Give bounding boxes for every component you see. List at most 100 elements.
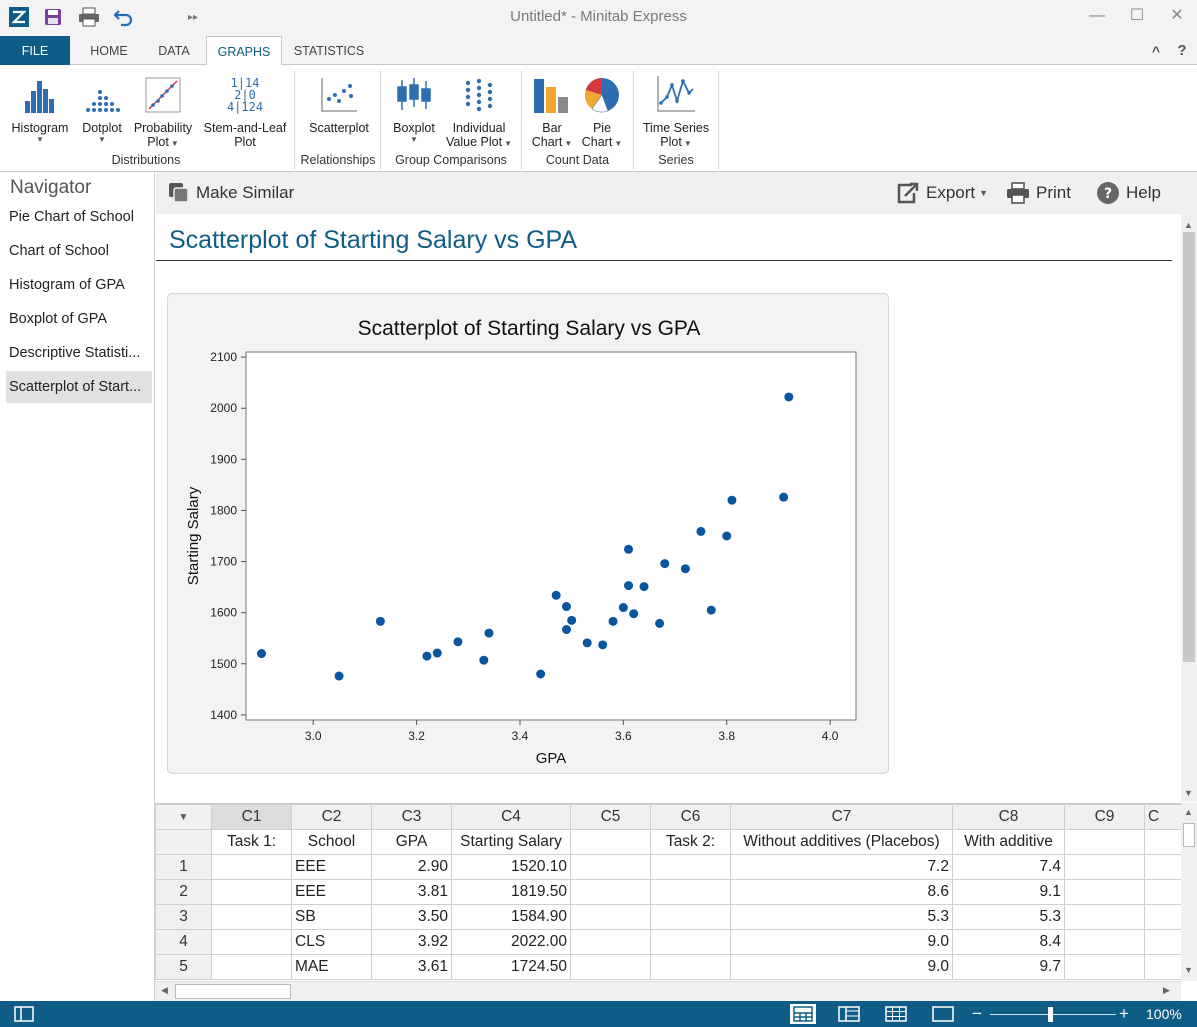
row-header[interactable]: 5 <box>155 954 212 980</box>
cell[interactable]: 5.3 <box>730 904 953 930</box>
save-icon[interactable] <box>40 5 66 29</box>
bar-chart-button[interactable]: Bar Chart ▼ <box>528 71 576 149</box>
data-point[interactable] <box>598 640 608 650</box>
cell[interactable]: 3.50 <box>371 904 452 930</box>
column-header[interactable]: C5 <box>570 804 651 830</box>
stem-leaf-plot-button[interactable]: 1|14 2|0 4|124 Stem-and-Leaf Plot <box>198 71 292 149</box>
cell[interactable] <box>570 904 651 930</box>
help-icon[interactable]: ? <box>1177 42 1187 59</box>
data-point[interactable] <box>257 649 267 659</box>
print-icon[interactable] <box>76 5 102 29</box>
column-header[interactable]: C2 <box>291 804 372 830</box>
cell[interactable] <box>211 904 292 930</box>
cell[interactable]: 8.6 <box>730 879 953 905</box>
cell[interactable] <box>650 929 731 955</box>
worksheet-vertical-scrollbar[interactable]: ▲ ▼ <box>1181 803 1197 981</box>
cell[interactable]: 2022.00 <box>451 929 571 955</box>
cell[interactable]: EEE <box>291 854 372 880</box>
nav-item-boxplot[interactable]: Boxplot of GPA <box>9 311 108 327</box>
cell[interactable] <box>650 954 731 980</box>
cell[interactable]: 1724.50 <box>451 954 571 980</box>
make-similar-button[interactable]: Make Similar <box>168 181 294 205</box>
nav-item-scatterplot[interactable]: Scatterplot of Start... <box>6 371 152 403</box>
scroll-left-icon[interactable]: ◀ <box>161 985 168 995</box>
column-header[interactable]: C8 <box>952 804 1065 830</box>
row-header[interactable]: 2 <box>155 879 212 905</box>
scatterplot-button[interactable]: Scatterplot <box>302 71 376 135</box>
data-point[interactable] <box>551 590 561 600</box>
cell[interactable] <box>211 954 292 980</box>
column-name-cell[interactable]: Starting Salary <box>451 829 571 855</box>
undo-icon[interactable] <box>111 5 137 29</box>
column-name-cell[interactable] <box>1064 829 1145 855</box>
cell[interactable] <box>1064 879 1145 905</box>
column-name-cell[interactable]: Task 2: <box>650 829 731 855</box>
cell[interactable] <box>570 929 651 955</box>
cell[interactable] <box>1064 954 1145 980</box>
zoom-in-button[interactable]: + <box>1119 1004 1129 1023</box>
row-header[interactable]: 3 <box>155 904 212 930</box>
tab-file[interactable]: FILE <box>0 36 70 65</box>
data-point[interactable] <box>779 492 789 502</box>
data-point[interactable] <box>479 655 489 665</box>
data-point[interactable] <box>432 648 442 658</box>
data-point[interactable] <box>608 616 618 626</box>
column-name-cell[interactable] <box>570 829 651 855</box>
row-header[interactable]: 1 <box>155 854 212 880</box>
data-point[interactable] <box>706 605 716 615</box>
help-button[interactable]: ? Help <box>1096 181 1161 205</box>
cell[interactable] <box>570 879 651 905</box>
maximize-button[interactable]: ☐ <box>1129 7 1145 24</box>
column-header[interactable]: C9 <box>1064 804 1145 830</box>
tab-statistics[interactable]: STATISTICS <box>293 44 365 58</box>
cell[interactable]: 3.92 <box>371 929 452 955</box>
cell[interactable]: 5.3 <box>952 904 1065 930</box>
tab-graphs[interactable]: GRAPHS <box>206 36 282 66</box>
column-header[interactable]: C4 <box>451 804 571 830</box>
column-header[interactable]: C3 <box>371 804 452 830</box>
column-name-cell[interactable]: Task 1: <box>211 829 292 855</box>
data-point[interactable] <box>727 495 737 505</box>
zoom-slider-track[interactable] <box>990 1014 1116 1015</box>
data-point[interactable] <box>582 638 592 648</box>
scroll-thumb[interactable] <box>1183 823 1195 847</box>
cell[interactable] <box>211 879 292 905</box>
zoom-slider-thumb[interactable] <box>1048 1007 1053 1022</box>
cell[interactable]: SB <box>291 904 372 930</box>
nav-item-chart-school[interactable]: Chart of School <box>9 243 109 259</box>
zoom-out-button[interactable]: − <box>972 1004 982 1023</box>
cell[interactable]: 2.90 <box>371 854 452 880</box>
cell[interactable]: 9.0 <box>730 954 953 980</box>
scroll-right-icon[interactable]: ▶ <box>1163 985 1170 995</box>
nav-item-descriptive-statistics[interactable]: Descriptive Statisti... <box>9 345 141 361</box>
column-name-cell[interactable]: GPA <box>371 829 452 855</box>
data-point[interactable] <box>422 651 432 661</box>
pie-chart-button[interactable]: Pie Chart ▼ <box>578 71 626 149</box>
cell[interactable]: 7.2 <box>730 854 953 880</box>
cell[interactable]: 1584.90 <box>451 904 571 930</box>
print-button[interactable]: Print <box>1006 181 1071 205</box>
scroll-down-icon[interactable]: ▼ <box>1184 788 1193 798</box>
cell[interactable] <box>1064 929 1145 955</box>
select-all-corner[interactable]: ▼ <box>155 804 212 830</box>
collapse-ribbon-icon[interactable]: ^ <box>1151 43 1161 59</box>
scroll-up-icon[interactable]: ▲ <box>1184 807 1193 817</box>
cell[interactable]: CLS <box>291 929 372 955</box>
cell[interactable]: 9.0 <box>730 929 953 955</box>
output-scrollbar[interactable]: ▲ ▼ <box>1181 214 1197 802</box>
data-point[interactable] <box>629 609 639 619</box>
output-view-icon[interactable] <box>932 1006 954 1027</box>
cell[interactable]: 8.4 <box>952 929 1065 955</box>
cell[interactable] <box>570 854 651 880</box>
cell[interactable]: 3.61 <box>371 954 452 980</box>
data-point[interactable] <box>680 564 690 574</box>
scroll-thumb[interactable] <box>175 984 291 999</box>
data-point[interactable] <box>655 618 665 628</box>
data-point[interactable] <box>562 625 572 635</box>
individual-value-plot-button[interactable]: Individual Value Plot ▼ <box>442 71 516 149</box>
scroll-up-icon[interactable]: ▲ <box>1184 220 1193 230</box>
data-point[interactable] <box>624 581 634 591</box>
data-point[interactable] <box>624 544 634 554</box>
cell[interactable]: 3.81 <box>371 879 452 905</box>
data-point[interactable] <box>722 531 732 541</box>
